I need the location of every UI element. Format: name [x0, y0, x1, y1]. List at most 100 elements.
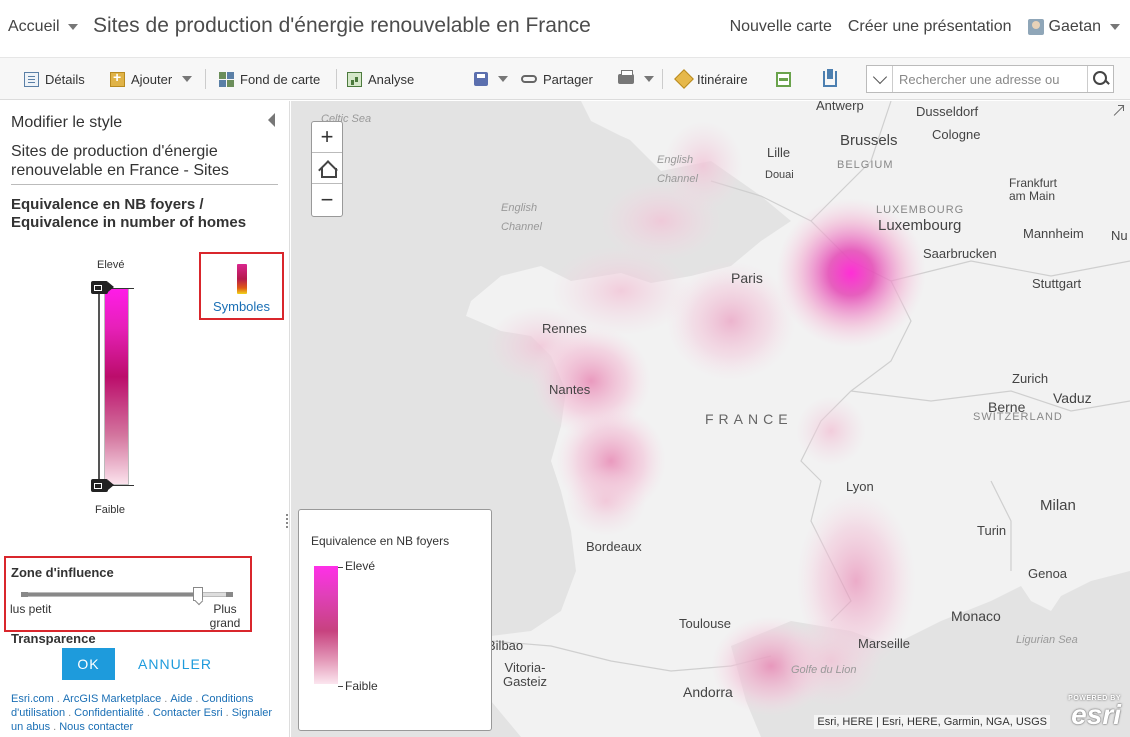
- influence-zone-slider[interactable]: [21, 587, 233, 601]
- search-source-dropdown[interactable]: [867, 66, 893, 92]
- map-label: Rennes: [542, 321, 587, 336]
- toolbar-divider: [205, 69, 206, 89]
- map-label: Vaduz: [1053, 390, 1092, 406]
- analysis-button[interactable]: Analyse: [347, 58, 414, 100]
- panel-resize-handle[interactable]: [286, 514, 289, 530]
- slider-end: [226, 592, 233, 597]
- measure-button[interactable]: [776, 58, 791, 100]
- basemap-label: Fond de carte: [240, 71, 321, 87]
- print-icon: [618, 70, 634, 84]
- collapse-panel-icon[interactable]: [268, 113, 275, 127]
- map-label: Douai: [765, 169, 794, 181]
- legend-color-ramp: [314, 566, 338, 684]
- esri-wordmark: esri: [1071, 699, 1121, 730]
- share-label: Partager: [543, 71, 593, 87]
- esri-logo[interactable]: POWERED BY esri: [1061, 695, 1121, 731]
- map-label: English Channel: [501, 202, 542, 233]
- map-label: Bilbao: [487, 638, 524, 653]
- map-label: Bordeaux: [586, 539, 642, 554]
- separator: .: [68, 707, 72, 719]
- save-icon: [474, 72, 488, 86]
- ramp-low-handle[interactable]: [91, 479, 114, 492]
- share-map-button[interactable]: [823, 58, 837, 100]
- details-button[interactable]: Détails: [24, 58, 85, 100]
- footer-link[interactable]: Conditions d'utilisation: [11, 693, 254, 719]
- search-input[interactable]: [893, 67, 1087, 91]
- basemap: [466, 101, 1130, 737]
- footer-link[interactable]: Contacter Esri: [152, 707, 223, 719]
- map-label: Saarbrucken: [923, 246, 997, 261]
- map-label: Cologne: [932, 127, 981, 142]
- footer-link[interactable]: Esri.com: [11, 693, 54, 705]
- directions-icon: [674, 69, 694, 89]
- map-label: Nantes: [549, 382, 591, 397]
- footer-link[interactable]: Signaler un abus: [11, 707, 273, 733]
- zoom-in-button[interactable]: +: [312, 122, 342, 153]
- transparency-label: Transparence: [11, 631, 96, 645]
- toolbar-divider: [336, 69, 337, 89]
- home-menu[interactable]: Accueil: [8, 18, 78, 36]
- chevron-down-icon: [498, 76, 508, 82]
- footer-link[interactable]: Aide: [170, 693, 193, 705]
- symbols-button[interactable]: Symboles: [199, 252, 284, 320]
- ramp-tick: [104, 485, 134, 486]
- footer-link[interactable]: Confidentialité: [74, 707, 144, 719]
- separator: .: [53, 721, 57, 733]
- legend-tick: [338, 567, 343, 568]
- new-map-link[interactable]: Nouvelle carte: [729, 18, 832, 35]
- influence-zone-title: Zone d'influence: [11, 565, 114, 580]
- map-attribution: Esri, HERE | Esri, HERE, Garmin, NGA, US…: [814, 715, 1050, 729]
- expand-icon[interactable]: [1112, 105, 1124, 117]
- avatar: [1027, 19, 1044, 35]
- footer-link[interactable]: Nous contacter: [59, 721, 134, 733]
- analysis-icon: [347, 71, 362, 87]
- separator: .: [146, 707, 150, 719]
- zoom-out-button[interactable]: −: [320, 186, 334, 212]
- details-icon: [24, 71, 39, 87]
- map-label: Vitoria-Gasteiz: [502, 660, 548, 689]
- map-label: Brussels: [840, 132, 898, 149]
- cancel-button[interactable]: ANNULER: [130, 648, 220, 680]
- bookmark-icon: [823, 69, 837, 87]
- footer-link[interactable]: ArcGIS Marketplace: [62, 693, 162, 705]
- layer-name: Sites de production d'énergie renouvelab…: [11, 143, 229, 179]
- ramp-tick: [104, 288, 134, 289]
- map-title: Sites de production d'énergie renouvelab…: [93, 14, 591, 37]
- directions-button[interactable]: Itinéraire: [674, 58, 748, 100]
- separator: .: [225, 707, 229, 719]
- map-label: Toulouse: [679, 616, 732, 631]
- share-button[interactable]: Partager: [521, 58, 593, 100]
- add-button[interactable]: Ajouter: [110, 58, 193, 100]
- add-icon: [110, 69, 125, 87]
- chevron-down-icon: [1110, 24, 1120, 30]
- influence-zone-section: Zone d'influence lus petit Plus grand: [4, 556, 252, 632]
- map-label: Ligurian Sea: [1016, 634, 1078, 646]
- map-label: Turin: [977, 523, 1007, 538]
- print-button[interactable]: [618, 58, 654, 100]
- panel-title: Modifier le style: [11, 114, 123, 131]
- map-label: Dusseldorf: [916, 104, 979, 119]
- search-icon[interactable]: [1087, 66, 1113, 92]
- user-menu[interactable]: Gaetan: [1027, 18, 1120, 36]
- legend-low-label: Faible: [345, 679, 378, 693]
- map-label: BELGIUM: [837, 159, 894, 171]
- style-panel: Modifier le style Sites de production d'…: [0, 101, 290, 737]
- ok-button[interactable]: OK: [62, 648, 115, 680]
- separator: .: [56, 693, 60, 705]
- legend-title: Equivalence en NB foyers: [311, 534, 450, 548]
- slider-end: [21, 592, 28, 597]
- legend-high-label: Elevé: [345, 559, 376, 573]
- create-presentation-link[interactable]: Créer une présentation: [847, 18, 1012, 35]
- map-label: Genoa: [1028, 566, 1068, 581]
- map-label: Frankfurt am Main: [1009, 176, 1058, 203]
- default-extent-button[interactable]: [312, 153, 342, 184]
- toolbar: Détails Ajouter Fond de carte Analyse Pa…: [0, 58, 1130, 100]
- map-view[interactable]: Celtic Sea English Channel English Chann…: [291, 101, 1130, 737]
- slider-thumb[interactable]: [193, 587, 204, 601]
- chevron-down-icon: [67, 24, 78, 30]
- save-button[interactable]: [474, 58, 508, 100]
- ramp-high-handle[interactable]: [91, 281, 114, 294]
- basemap-button[interactable]: Fond de carte: [219, 58, 320, 100]
- chevron-down-icon: [182, 76, 193, 82]
- color-ramp: [104, 288, 129, 485]
